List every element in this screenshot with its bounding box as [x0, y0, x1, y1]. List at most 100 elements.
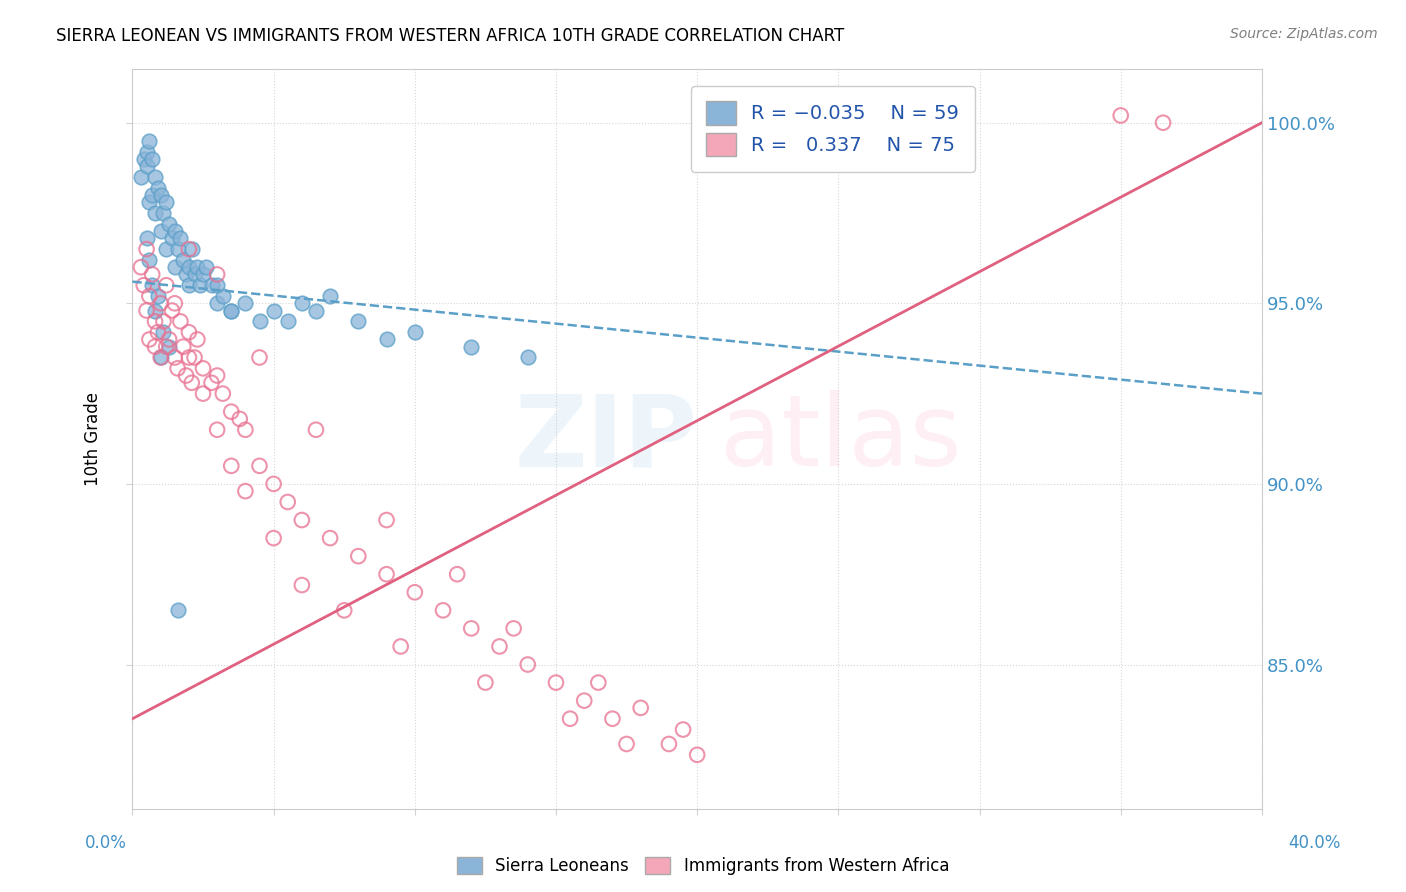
Point [516, 351, 538, 365]
Point [249, 314, 271, 328]
Point [235, 296, 257, 310]
Point [219, 405, 242, 419]
Point [155, 195, 177, 210]
Point [143, 206, 166, 220]
Text: SIERRA LEONEAN VS IMMIGRANTS FROM WESTERN AFRICA 10TH GRADE CORRELATION CHART: SIERRA LEONEAN VS IMMIGRANTS FROM WESTER… [56, 27, 845, 45]
Point [211, 289, 233, 303]
Point [149, 296, 172, 310]
Point [588, 675, 610, 690]
Point [169, 231, 191, 245]
Point [132, 278, 155, 293]
Point [141, 152, 163, 166]
Point [174, 368, 197, 383]
Y-axis label: 10th Grade: 10th Grade [84, 392, 101, 486]
Point [152, 325, 174, 339]
Point [160, 303, 183, 318]
Point [143, 340, 166, 354]
Point [502, 621, 524, 635]
Text: 40.0%: 40.0% [1288, 834, 1341, 852]
Point [186, 333, 208, 347]
Point [169, 314, 191, 328]
Point [249, 458, 271, 473]
Point [166, 242, 188, 256]
Point [160, 231, 183, 245]
Point [305, 423, 328, 437]
Point [141, 268, 163, 282]
Point [146, 289, 169, 303]
Point [177, 351, 200, 365]
Point [172, 340, 194, 354]
Point [291, 578, 314, 592]
Point [157, 340, 180, 354]
Point [277, 314, 299, 328]
Point [152, 206, 174, 220]
Point [200, 376, 222, 390]
Point [163, 224, 186, 238]
Point [149, 224, 172, 238]
Point [347, 314, 370, 328]
Point [460, 621, 482, 635]
Text: ZIP: ZIP [515, 391, 697, 487]
Point [191, 386, 214, 401]
Point [191, 361, 214, 376]
Point [143, 314, 166, 328]
Point [155, 278, 177, 293]
Point [166, 361, 188, 376]
Point [432, 603, 454, 617]
Point [138, 289, 160, 303]
Point [404, 325, 426, 339]
Point [200, 278, 222, 293]
Point [375, 513, 398, 527]
Point [177, 242, 200, 256]
Point [143, 303, 166, 318]
Point [135, 303, 157, 318]
Point [291, 296, 314, 310]
Point [347, 549, 370, 563]
Point [205, 296, 228, 310]
Point [146, 325, 169, 339]
Point [163, 260, 186, 275]
Point [135, 159, 157, 173]
Point [183, 351, 205, 365]
Point [155, 242, 177, 256]
Point [249, 351, 271, 365]
Point [138, 195, 160, 210]
Point [1109, 108, 1132, 122]
Text: 0.0%: 0.0% [84, 834, 127, 852]
Point [188, 278, 211, 293]
Point [389, 640, 412, 654]
Point [163, 351, 186, 365]
Point [219, 303, 242, 318]
Point [488, 640, 510, 654]
Point [163, 296, 186, 310]
Point [191, 268, 214, 282]
Point [174, 268, 197, 282]
Point [132, 152, 155, 166]
Point [263, 531, 285, 545]
Point [446, 567, 468, 582]
Point [129, 169, 152, 184]
Point [149, 351, 172, 365]
Legend: Sierra Leoneans, Immigrants from Western Africa: Sierra Leoneans, Immigrants from Western… [450, 850, 956, 882]
Point [205, 278, 228, 293]
Point [180, 376, 202, 390]
Point [229, 412, 252, 426]
Point [149, 188, 172, 202]
Point [474, 675, 496, 690]
Point [375, 333, 398, 347]
Point [672, 723, 695, 737]
Point [180, 242, 202, 256]
Point [404, 585, 426, 599]
Point [129, 260, 152, 275]
Point [205, 423, 228, 437]
Point [186, 260, 208, 275]
Point [138, 333, 160, 347]
Point [172, 252, 194, 267]
Text: Source: ZipAtlas.com: Source: ZipAtlas.com [1230, 27, 1378, 41]
Point [135, 231, 157, 245]
Point [602, 712, 624, 726]
Point [205, 268, 228, 282]
Point [149, 351, 172, 365]
Point [375, 567, 398, 582]
Point [155, 340, 177, 354]
